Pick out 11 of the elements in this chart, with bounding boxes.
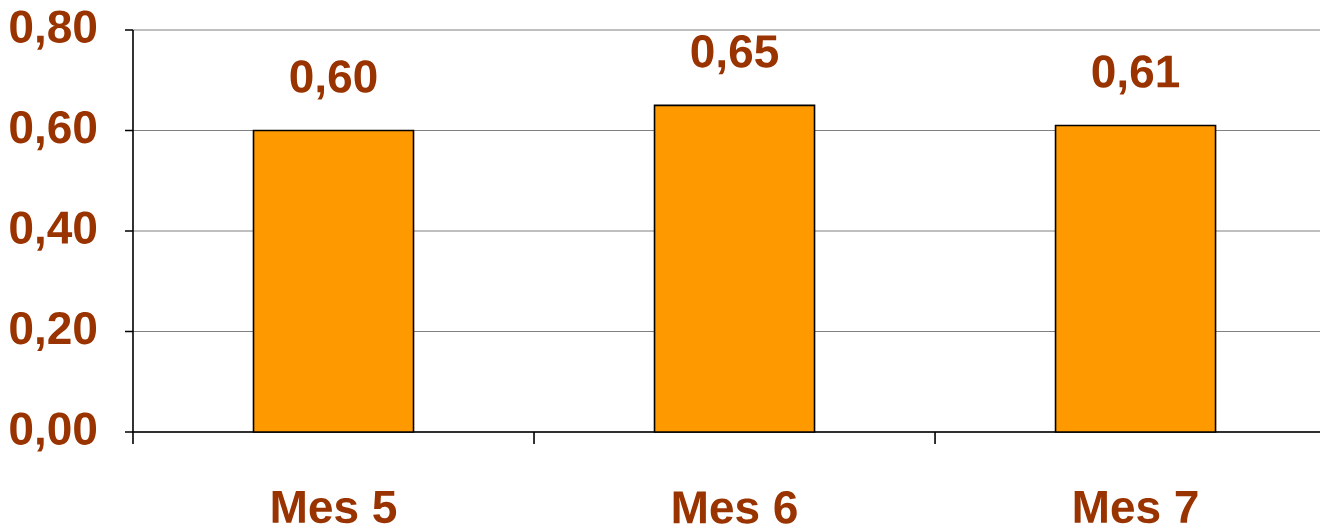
data-label: 0,61 bbox=[1092, 55, 1180, 95]
data-label: 0,60 bbox=[290, 60, 377, 100]
y-tick-label: 0,80 bbox=[10, 10, 97, 50]
y-tick-label: 0,00 bbox=[10, 412, 97, 452]
y-tick-label: 0,40 bbox=[10, 211, 97, 251]
x-tick-label: Mes 5 bbox=[272, 491, 397, 524]
x-tick-label: Mes 6 bbox=[673, 491, 797, 524]
y-tick-label: 0,20 bbox=[10, 311, 97, 352]
x-tick-label: Mes 7 bbox=[1074, 491, 1198, 524]
y-tick-label: 0,60 bbox=[10, 110, 97, 151]
data-label: 0,65 bbox=[691, 35, 779, 75]
